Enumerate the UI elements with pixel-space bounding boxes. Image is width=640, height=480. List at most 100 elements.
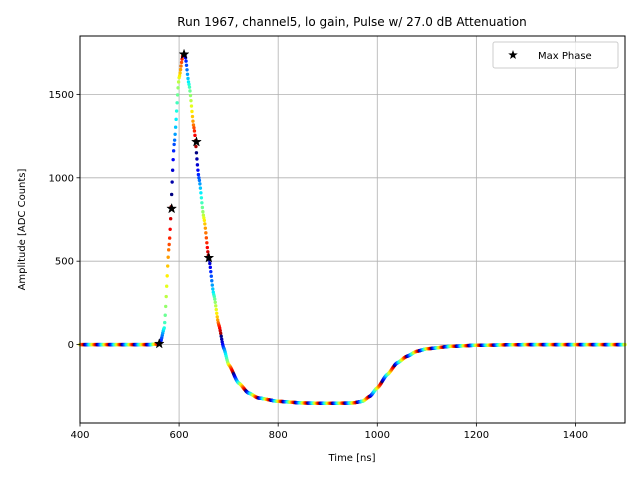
- waveform-point: [173, 132, 177, 136]
- y-tick-label: 500: [55, 257, 74, 268]
- x-tick-label: 800: [269, 430, 288, 441]
- waveform-point: [216, 318, 220, 322]
- x-axis-title: Time [ns]: [327, 453, 375, 464]
- waveform-point: [184, 63, 189, 67]
- waveform-point: [201, 210, 205, 214]
- max-phase-star: [153, 338, 165, 349]
- waveform-point: [175, 93, 180, 97]
- waveform-point: [203, 226, 208, 230]
- waveform-point: [191, 119, 195, 123]
- waveform-point: [164, 294, 168, 299]
- waveform-point: [188, 93, 193, 98]
- waveform-point: [195, 157, 199, 161]
- waveform-point: [167, 242, 171, 247]
- max-phase-star: [166, 202, 178, 214]
- waveform-point: [189, 98, 193, 103]
- waveform-point: [168, 227, 172, 231]
- legend-box: [492, 41, 619, 69]
- waveform-point: [177, 74, 182, 78]
- waveform-point: [194, 151, 199, 155]
- y-tick-label: 1000: [49, 173, 74, 184]
- waveform-point: [204, 236, 209, 240]
- waveform-point: [176, 80, 181, 84]
- waveform-point: [210, 279, 214, 283]
- waveform-point: [190, 114, 195, 119]
- plot-frame: [79, 35, 626, 424]
- waveform-point: [198, 186, 203, 190]
- waveform-point: [165, 274, 169, 278]
- waveform-point: [205, 241, 209, 245]
- gridlines: [79, 36, 625, 423]
- waveform-point: [189, 104, 194, 108]
- y-axis-title: Amplitude [ADC Counts]: [17, 168, 28, 290]
- waveform-point: [171, 149, 176, 153]
- x-tick-label: 400: [70, 430, 89, 441]
- x-tick-label: 1200: [464, 430, 489, 441]
- max-phase-star: [178, 48, 190, 60]
- waveform-point: [167, 236, 172, 240]
- waveform-point: [184, 59, 188, 63]
- waveform-point: [197, 176, 201, 180]
- waveform-point: [215, 315, 219, 319]
- waveform-point: [203, 222, 207, 226]
- waveform-point: [169, 192, 174, 197]
- x-tick-label: 600: [170, 430, 189, 441]
- x-tick-label: 1400: [563, 430, 588, 441]
- waveform-point: [176, 86, 180, 90]
- waveform-point: [208, 265, 212, 270]
- waveform-point: [218, 328, 222, 333]
- waveform-point: [190, 109, 194, 114]
- waveform-point: [173, 125, 178, 129]
- waveform-point: [164, 304, 168, 309]
- waveform-point: [172, 138, 177, 142]
- max-phase-series: [153, 48, 215, 349]
- legend-star-icon: [508, 50, 518, 60]
- waveform-point: [168, 216, 173, 221]
- legend-label: Max Phase: [538, 51, 592, 62]
- waveform-point: [186, 76, 190, 81]
- x-axis: 400 600 800 1000 1200 1400: [70, 423, 588, 441]
- waveform-point: [193, 133, 197, 138]
- waveform-point: [209, 274, 213, 278]
- waveform-point: [185, 68, 189, 72]
- waveform-point: [165, 284, 169, 288]
- waveform-point: [219, 334, 223, 338]
- waveform-point: [210, 283, 214, 287]
- waveform-point: [197, 178, 202, 183]
- waveform-point: [170, 168, 175, 172]
- waveform-point: [211, 287, 215, 291]
- waveform-point: [208, 261, 212, 266]
- waveform-point: [187, 82, 191, 87]
- waveform-point: [163, 313, 167, 317]
- waveform-point: [170, 180, 174, 184]
- waveform-point: [192, 126, 196, 130]
- waveform-point: [179, 64, 183, 68]
- x-tick-label: 1000: [365, 430, 390, 441]
- waveform-point: [213, 297, 217, 301]
- waveform-point: [215, 311, 219, 315]
- max-phase-star: [203, 252, 215, 263]
- waveform-point: [196, 168, 200, 172]
- y-tick-label: 1500: [49, 90, 74, 101]
- waveform-point: [162, 326, 166, 330]
- waveform-point: [178, 67, 183, 72]
- waveform-point: [198, 182, 202, 186]
- waveform-point: [172, 142, 176, 147]
- waveform-point: [209, 269, 213, 274]
- waveform-point: [179, 60, 184, 65]
- max-phase-star: [190, 136, 202, 147]
- waveform-point: [195, 163, 200, 167]
- waveform-point: [175, 101, 179, 105]
- waveform-point: [200, 205, 205, 210]
- waveform-point: [166, 248, 171, 252]
- waveform-point: [204, 231, 208, 235]
- legend: Max Phase: [492, 41, 619, 69]
- waveform-point: [166, 255, 170, 259]
- waveform-point: [214, 304, 218, 308]
- waveform-point: [213, 300, 217, 304]
- waveform-point: [220, 337, 224, 341]
- waveform-point: [201, 213, 206, 217]
- waveform-point: [188, 89, 192, 93]
